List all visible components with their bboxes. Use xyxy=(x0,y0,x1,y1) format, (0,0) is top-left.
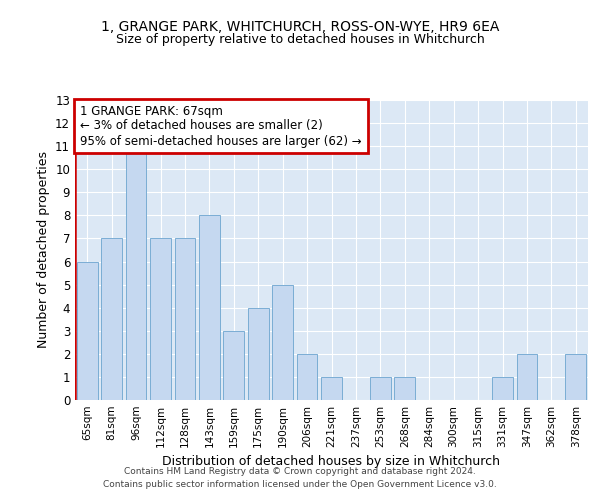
Text: Size of property relative to detached houses in Whitchurch: Size of property relative to detached ho… xyxy=(116,32,484,46)
Bar xyxy=(370,377,391,400)
Bar xyxy=(565,354,586,400)
Bar xyxy=(296,354,317,400)
Text: Contains HM Land Registry data © Crown copyright and database right 2024.: Contains HM Land Registry data © Crown c… xyxy=(124,467,476,476)
Bar xyxy=(492,377,513,400)
Text: 1 GRANGE PARK: 67sqm
← 3% of detached houses are smaller (2)
95% of semi-detache: 1 GRANGE PARK: 67sqm ← 3% of detached ho… xyxy=(80,104,362,148)
Bar xyxy=(125,146,146,400)
Bar xyxy=(199,216,220,400)
X-axis label: Distribution of detached houses by size in Whitchurch: Distribution of detached houses by size … xyxy=(163,456,500,468)
Bar xyxy=(77,262,98,400)
Bar xyxy=(101,238,122,400)
Bar xyxy=(394,377,415,400)
Bar xyxy=(248,308,269,400)
Y-axis label: Number of detached properties: Number of detached properties xyxy=(37,152,50,348)
Bar xyxy=(175,238,196,400)
Bar xyxy=(517,354,538,400)
Bar xyxy=(150,238,171,400)
Bar xyxy=(223,331,244,400)
Text: Contains public sector information licensed under the Open Government Licence v3: Contains public sector information licen… xyxy=(103,480,497,489)
Bar xyxy=(321,377,342,400)
Text: 1, GRANGE PARK, WHITCHURCH, ROSS-ON-WYE, HR9 6EA: 1, GRANGE PARK, WHITCHURCH, ROSS-ON-WYE,… xyxy=(101,20,499,34)
Bar xyxy=(272,284,293,400)
